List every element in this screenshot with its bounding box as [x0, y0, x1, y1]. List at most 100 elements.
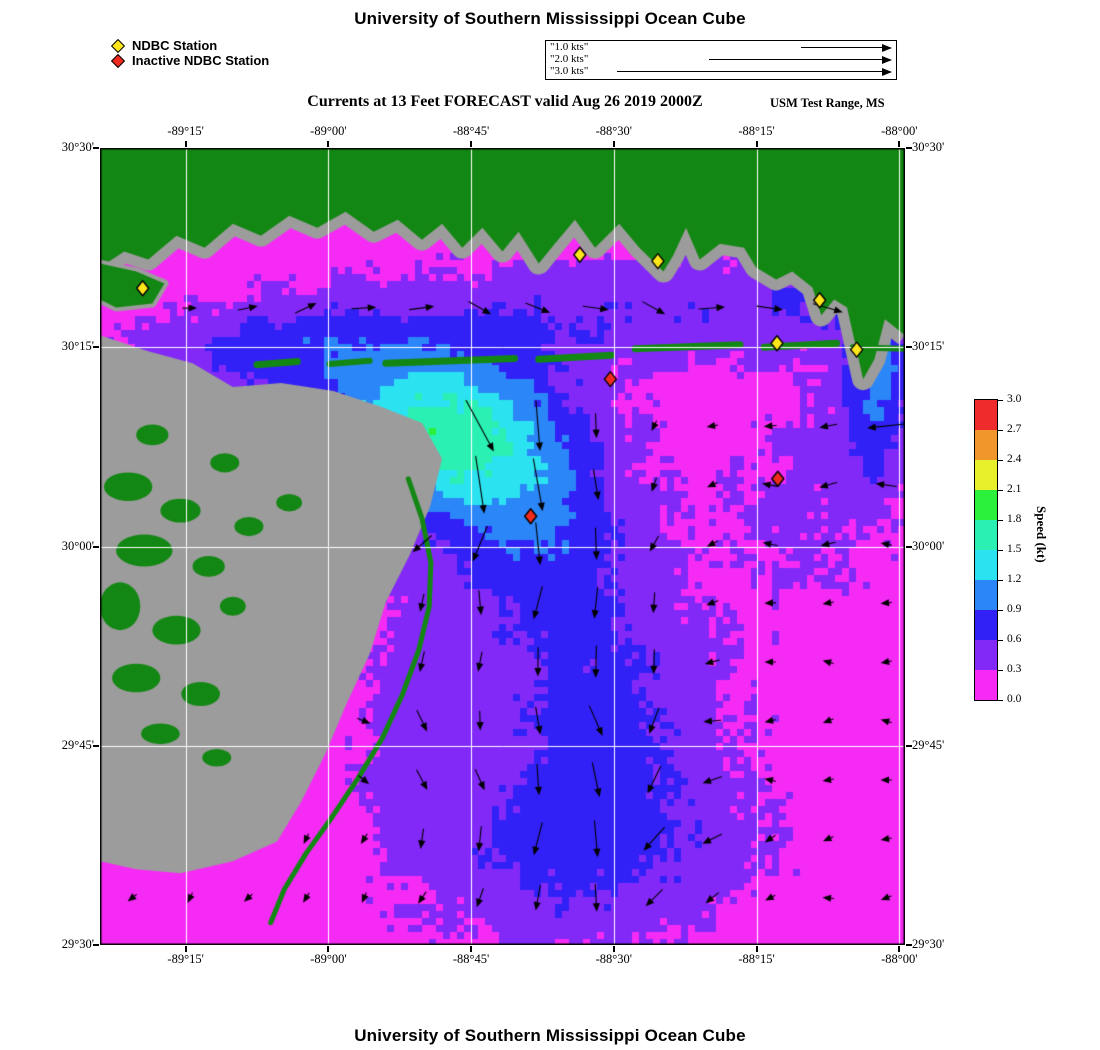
colorbar-tick	[998, 609, 1003, 611]
vector-scale-row: "3.0 kts"	[546, 65, 896, 77]
lon-tick-label: -88°15'	[738, 124, 775, 138]
lon-tick-label: -88°00'	[881, 952, 918, 966]
colorbar-tick	[998, 699, 1003, 701]
axis-tick	[906, 545, 912, 548]
lon-tick-label: -88°15'	[738, 952, 775, 966]
lon-tick-label: -88°45'	[452, 952, 490, 966]
legend-label: NDBC Station	[132, 38, 218, 53]
scale-arrowhead-icon	[882, 43, 892, 52]
lon-tick-label: -88°30'	[595, 124, 633, 138]
page-title-bottom: University of Southern Mississippi Ocean…	[354, 1026, 746, 1045]
lat-tick-label: 30°30'	[61, 140, 94, 154]
lon-tick-label: -88°45'	[452, 124, 490, 138]
axis-tick	[906, 346, 912, 349]
colorbar-tick	[998, 429, 1003, 431]
axis-tick	[898, 946, 901, 952]
axis-tick	[184, 946, 187, 952]
map-canvas	[100, 148, 905, 945]
lat-tick-label: 29°30'	[912, 937, 945, 951]
legend-item-inactive-ndbc: Inactive NDBC Station	[110, 53, 269, 68]
vector-scale-row: "1.0 kts"	[546, 41, 896, 53]
colorbar-tick	[998, 579, 1003, 581]
axis-tick	[906, 147, 912, 149]
scale-arrow-line	[801, 47, 883, 48]
colorbar-tick	[998, 549, 1003, 551]
colorbar-band	[975, 640, 997, 670]
colorbar-band	[975, 580, 997, 610]
axis-tick	[612, 141, 615, 147]
axis-tick	[93, 545, 99, 548]
scale-arrowhead-icon	[882, 55, 892, 64]
colorbar-tick	[998, 489, 1003, 491]
lat-tick-label: 30°00'	[912, 538, 945, 553]
colorbar-band	[975, 460, 997, 490]
scale-label: "1.0 kts"	[550, 41, 589, 53]
region-label: USM Test Range, MS	[770, 96, 885, 110]
lat-tick-label: 30°15'	[912, 339, 945, 354]
scale-arrow-line	[709, 59, 883, 60]
lon-tick-label: -89°15'	[167, 952, 204, 966]
colorbar-tick	[998, 519, 1003, 521]
lon-tick-label: -89°00'	[310, 124, 347, 138]
colorbar-band	[975, 490, 997, 520]
axis-tick	[184, 141, 187, 147]
colorbar-tick-label: 2.1	[1007, 483, 1022, 495]
scale-label: "2.0 kts"	[550, 53, 589, 65]
scale-arrowhead-icon	[882, 67, 892, 76]
lat-tick-label: 29°45'	[912, 737, 945, 752]
colorbar-band	[975, 400, 997, 430]
colorbar-tick	[998, 669, 1003, 671]
colorbar-label: Speed (kt)	[1034, 506, 1049, 563]
lon-tick-label: -88°30'	[595, 952, 633, 966]
colorbar-band	[975, 430, 997, 460]
vector-scale-box: "1.0 kts" "2.0 kts" "3.0 kts"	[545, 40, 897, 80]
colorbar-frame	[974, 399, 998, 701]
legend-label: Inactive NDBC Station	[132, 53, 270, 68]
colorbar-band	[975, 520, 997, 550]
colorbar-tick	[998, 399, 1003, 401]
axis-tick	[93, 744, 99, 747]
colorbar-tick-label: 0.6	[1007, 633, 1022, 645]
axis-tick	[612, 946, 615, 952]
colorbar-band	[975, 670, 997, 700]
map-subtitle: Currents at 13 Feet FORECAST valid Aug 2…	[307, 93, 703, 110]
colorbar-tick-label: 0.0	[1007, 693, 1022, 705]
axis-tick	[898, 141, 901, 147]
lat-tick-label: 30°15'	[61, 339, 94, 354]
colorbar-tick-label: 3.0	[1007, 393, 1022, 405]
lon-tick-label: -89°00'	[310, 952, 347, 966]
axis-tick	[906, 744, 912, 747]
axis-tick	[755, 946, 758, 952]
lon-tick-label: -89°15'	[167, 124, 204, 138]
station-legend: NDBC Station Inactive NDBC Station	[110, 38, 269, 68]
axis-tick	[327, 946, 330, 952]
axis-tick	[93, 147, 99, 149]
colorbar-tick-label: 1.8	[1007, 513, 1022, 525]
colorbar-tick-label: 2.7	[1007, 423, 1022, 435]
axis-tick	[755, 141, 758, 147]
lon-tick-label: -88°00'	[881, 124, 918, 138]
colorbar-tick	[998, 459, 1003, 461]
colorbar-tick-label: 0.3	[1007, 663, 1022, 675]
page-title: University of Southern Mississippi Ocean…	[354, 9, 746, 28]
legend-item-ndbc: NDBC Station	[110, 38, 269, 53]
axis-tick	[470, 141, 473, 147]
axis-tick	[93, 944, 99, 946]
lat-tick-label: 29°30'	[61, 937, 94, 951]
lat-tick-label: 29°45'	[61, 737, 94, 752]
scale-label: "3.0 kts"	[550, 65, 589, 77]
inactive-ndbc-station-icon	[110, 53, 126, 68]
colorbar-band	[975, 550, 997, 580]
colorbar-tick-label: 0.9	[1007, 603, 1022, 615]
ndbc-station-icon	[110, 38, 126, 53]
vector-scale-row: "2.0 kts"	[546, 53, 896, 65]
colorbar-band	[975, 610, 997, 640]
axis-tick	[93, 346, 99, 349]
axis-tick	[470, 946, 473, 952]
lat-tick-label: 30°30'	[912, 140, 945, 154]
lat-tick-label: 30°00'	[61, 538, 94, 553]
colorbar-tick-label: 1.5	[1007, 543, 1022, 555]
axis-tick	[906, 944, 912, 946]
axis-tick	[327, 141, 330, 147]
